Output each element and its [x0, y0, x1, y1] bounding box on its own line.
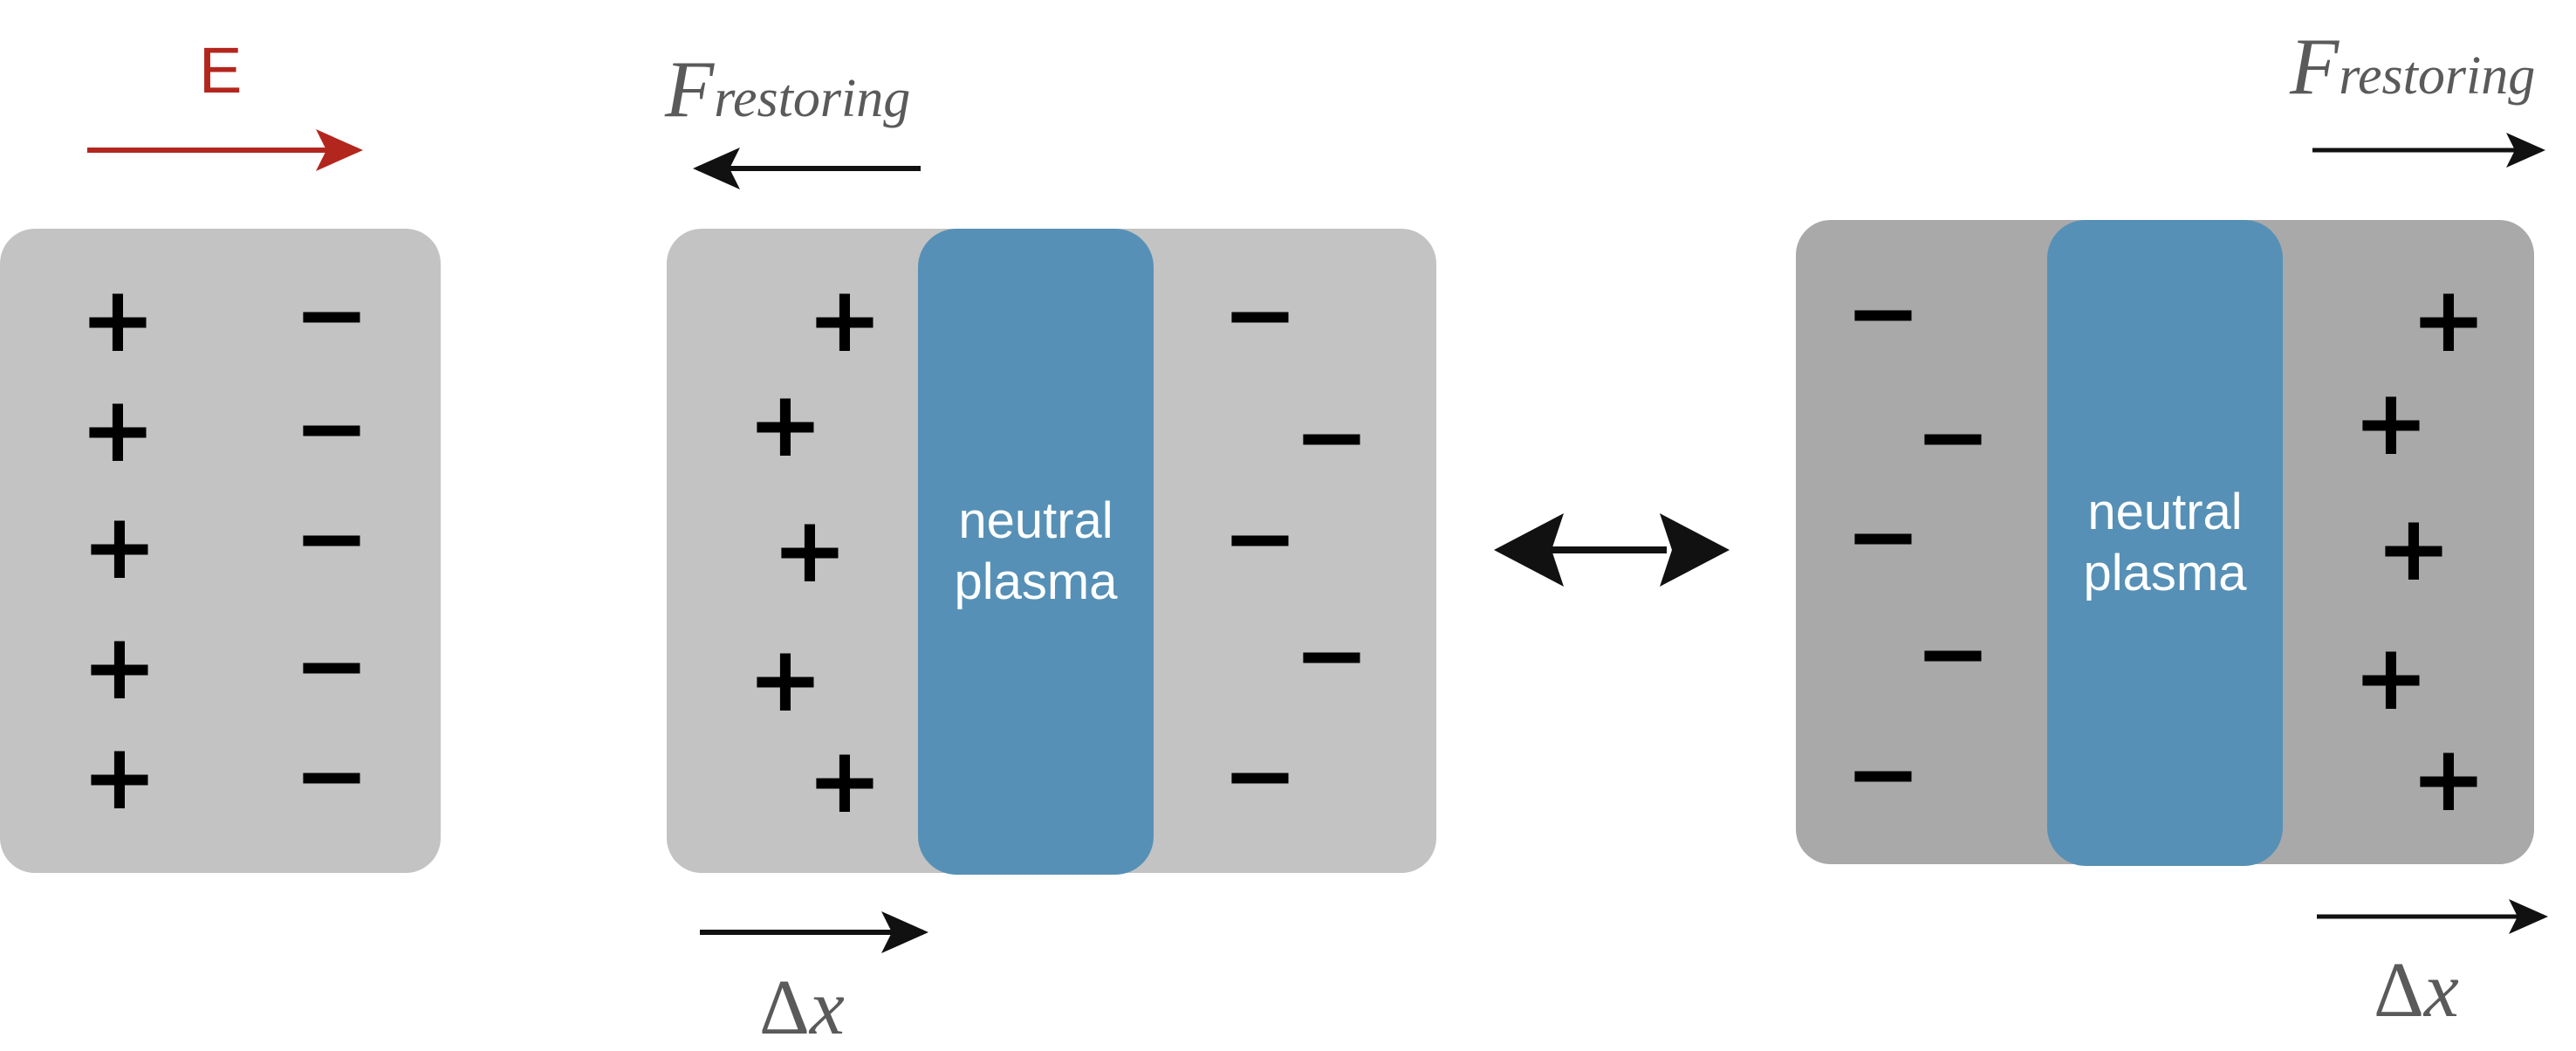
plus-charge: +: [81, 493, 158, 600]
minus-charge: −: [1845, 720, 1922, 827]
minus-charge: −: [1293, 601, 1370, 708]
force-subscript: restoring: [714, 69, 911, 128]
displacement-variable: x: [2423, 947, 2459, 1034]
minus-charge: −: [1845, 259, 1922, 366]
displacement-variable: x: [809, 965, 845, 1051]
plus-charge: +: [81, 724, 158, 830]
plus-charge: +: [747, 371, 824, 477]
plasma-label-line2: plasma: [954, 553, 1118, 610]
minus-charge: −: [1915, 383, 1991, 490]
delta-symbol: Δ: [759, 965, 810, 1051]
plasma-label-line1: neutral: [2087, 484, 2243, 540]
plus-charge: +: [79, 376, 156, 483]
plasma-label-line2: plasma: [2083, 545, 2247, 601]
minus-charge: −: [1222, 261, 1298, 368]
plus-charge: +: [81, 614, 158, 720]
plus-charge: +: [79, 266, 156, 373]
minus-charge: −: [293, 484, 370, 591]
force-symbol: F: [665, 45, 715, 134]
plus-charge: +: [2353, 369, 2429, 476]
plus-charge: +: [2410, 266, 2487, 373]
minus-charge: −: [293, 374, 370, 481]
electric-field-label: E: [199, 34, 243, 106]
charged-slab-left: [0, 229, 441, 873]
neutral-plasma-middle: neutral plasma: [918, 229, 1154, 875]
minus-charge: −: [1222, 722, 1298, 828]
minus-charge: −: [293, 722, 370, 828]
restoring-force-label-right: Frestoring: [2290, 26, 2535, 106]
plus-charge: +: [2375, 495, 2452, 601]
displacement-label-right: Δx: [2374, 951, 2459, 1030]
minus-charge: −: [293, 612, 370, 718]
restoring-force-label-middle: Frestoring: [665, 49, 910, 129]
plus-charge: +: [806, 266, 883, 373]
minus-charge: −: [1845, 483, 1922, 589]
plus-charge: +: [2353, 624, 2429, 731]
double-headed-arrow-icon: [1494, 513, 1730, 587]
minus-charge: −: [1915, 600, 1991, 706]
plasma-label-line1: neutral: [958, 492, 1113, 549]
minus-charge: −: [293, 261, 370, 368]
plus-charge: +: [806, 727, 883, 834]
plus-charge: +: [747, 626, 824, 732]
plus-charge: +: [771, 497, 848, 603]
force-subscript: restoring: [2339, 46, 2536, 106]
plus-charge: +: [2410, 725, 2487, 832]
minus-charge: −: [1293, 383, 1370, 490]
neutral-plasma-right: neutral plasma: [2047, 220, 2283, 866]
displacement-label-middle: Δx: [759, 969, 845, 1048]
delta-symbol: Δ: [2374, 947, 2424, 1034]
minus-charge: −: [1222, 484, 1298, 591]
force-symbol: F: [2290, 22, 2340, 111]
